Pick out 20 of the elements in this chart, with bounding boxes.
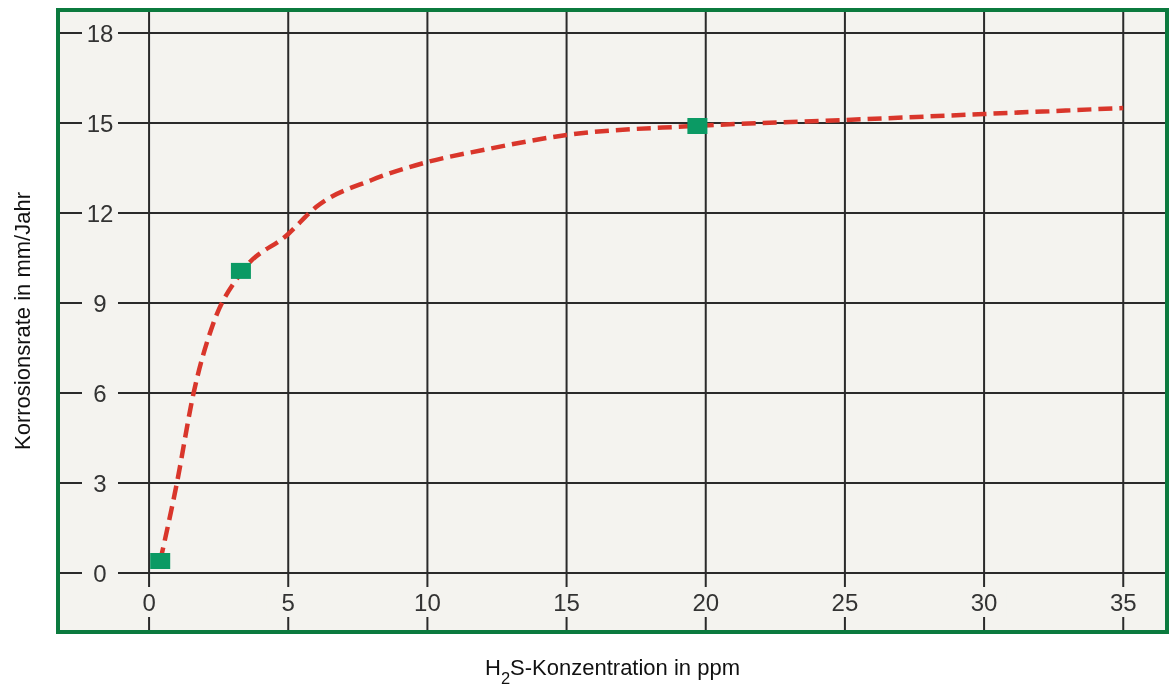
x-tick-label: 10 <box>414 589 441 616</box>
y-tick-label: 18 <box>86 20 114 47</box>
y-tick-label: 6 <box>93 380 107 407</box>
y-axis-title: Korrosionsrate in mm/Jahr <box>10 192 35 450</box>
y-tick-label: 3 <box>93 470 107 497</box>
y-tick-label: 12 <box>86 200 114 227</box>
point <box>150 553 171 569</box>
x-tick-label: 20 <box>692 589 720 616</box>
y-tick-label: 9 <box>93 290 107 317</box>
x-tick-label: 5 <box>281 589 295 616</box>
x-axis-title: H$_{2}$S-Konzentration in ppm <box>485 655 740 687</box>
x-tick-label: 35 <box>1109 589 1137 616</box>
point <box>230 262 251 279</box>
x-tick-label: 25 <box>831 589 859 616</box>
point <box>687 118 708 134</box>
x-tick-label: 0 <box>142 589 156 616</box>
y-tick-label: 15 <box>86 110 114 137</box>
x-tick-label: 15 <box>553 589 580 616</box>
y-tick-label: 0 <box>93 560 107 587</box>
x-tick-label: 30 <box>970 589 998 616</box>
